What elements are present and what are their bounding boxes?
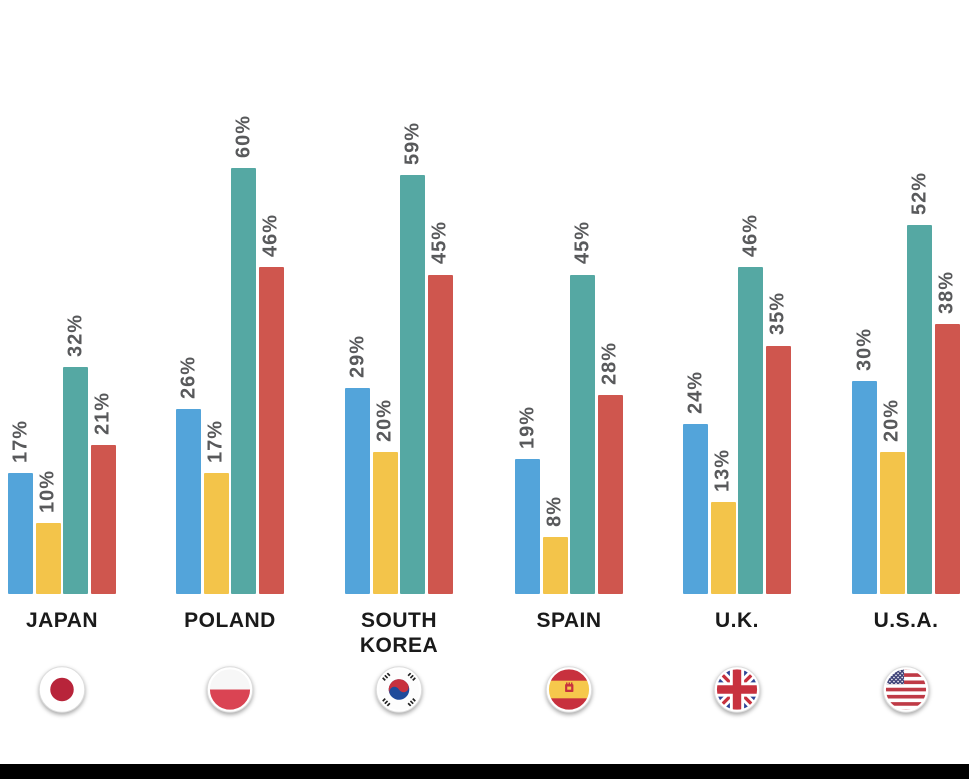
bar-value-label: 32% xyxy=(64,313,86,357)
bar-column-yellow-series: 10% xyxy=(35,0,61,594)
bar-poland-teal-series xyxy=(231,168,256,594)
bar-column-teal-series: 45% xyxy=(570,0,595,594)
south-korea-flag-icon xyxy=(375,666,423,713)
bar-value-label: 52% xyxy=(908,171,930,215)
bar-value-label: 24% xyxy=(684,370,706,414)
usa-flag-icon xyxy=(882,666,930,713)
bar-column-yellow-series: 20% xyxy=(879,0,905,594)
bar-south-korea-teal-series xyxy=(400,175,425,594)
bar-value-label: 20% xyxy=(373,398,396,442)
bar-column-red-series: 21% xyxy=(90,0,116,594)
bar-spain-blue-series xyxy=(515,459,540,594)
bar-column-yellow-series: 20% xyxy=(372,0,398,594)
spain-flag-icon xyxy=(545,666,593,713)
bar-japan-blue-series xyxy=(8,473,33,594)
country-group-poland: 26% 17% 60% 46% POLAND xyxy=(176,0,284,779)
bar-u-k-yellow-series xyxy=(710,501,736,594)
bar-column-teal-series: 32% xyxy=(63,0,88,594)
bar-japan-teal-series xyxy=(63,366,88,594)
bar-poland-red-series xyxy=(258,267,284,594)
bar-value-label: 45% xyxy=(428,221,451,265)
bar-column-red-series: 28% xyxy=(597,0,623,594)
bar-south-korea-red-series xyxy=(427,274,453,594)
country-group-japan: 17% 10% 32% 21% JAPAN xyxy=(8,0,116,779)
poland-flag-icon xyxy=(206,666,254,713)
bar-value-label: 20% xyxy=(880,398,903,442)
country-label-spain: SPAIN xyxy=(536,609,602,632)
bar-poland-blue-series xyxy=(176,409,201,594)
bar-u-s-a-red-series xyxy=(934,324,960,594)
bar-value-label: 13% xyxy=(711,448,734,492)
country-group-u-s-a: 30% 20% 52% 38% U.S.A. xyxy=(852,0,960,779)
bar-value-label: 21% xyxy=(91,391,114,435)
bar-column-red-series: 46% xyxy=(258,0,284,594)
bar-column-blue-series: 26% xyxy=(176,0,201,594)
bar-column-red-series: 35% xyxy=(765,0,791,594)
bar-u-s-a-teal-series xyxy=(907,224,932,594)
bar-value-label: 8% xyxy=(543,496,566,528)
footer-black-bar xyxy=(0,764,969,779)
japan-flag-icon xyxy=(38,666,86,713)
bar-column-yellow-series: 17% xyxy=(203,0,229,594)
country-label-u-s-a: U.S.A. xyxy=(873,609,939,632)
bar-column-yellow-series: 8% xyxy=(542,0,568,594)
bar-column-blue-series: 29% xyxy=(345,0,370,594)
bar-value-label: 17% xyxy=(204,420,227,464)
bar-value-label: 38% xyxy=(935,271,958,315)
bar-column-teal-series: 60% xyxy=(231,0,256,594)
bar-value-label: 35% xyxy=(766,292,789,336)
bar-value-label: 46% xyxy=(739,214,761,258)
country-label-u-k: U.K. xyxy=(715,609,759,632)
bar-column-teal-series: 46% xyxy=(738,0,763,594)
bar-column-teal-series: 52% xyxy=(907,0,932,594)
country-group-spain: 19% 8% 45% 28% SPAIN xyxy=(515,0,623,779)
bar-south-korea-yellow-series xyxy=(372,452,398,594)
bar-value-label: 45% xyxy=(571,221,593,265)
bar-poland-yellow-series xyxy=(203,473,229,594)
bar-u-k-teal-series xyxy=(738,267,763,594)
bar-column-yellow-series: 13% xyxy=(710,0,736,594)
bar-u-s-a-yellow-series xyxy=(879,452,905,594)
bar-value-label: 30% xyxy=(853,327,875,371)
bar-column-teal-series: 59% xyxy=(400,0,425,594)
bar-japan-red-series xyxy=(90,444,116,594)
bar-value-label: 26% xyxy=(177,356,199,400)
bar-column-red-series: 45% xyxy=(427,0,453,594)
bar-column-blue-series: 19% xyxy=(515,0,540,594)
bar-value-label: 60% xyxy=(232,114,254,158)
bar-u-k-red-series xyxy=(765,345,791,594)
uk-flag-icon xyxy=(713,666,761,713)
bar-spain-red-series xyxy=(597,395,623,594)
bar-value-label: 59% xyxy=(401,122,423,166)
bar-spain-teal-series xyxy=(570,274,595,594)
bar-u-k-blue-series xyxy=(683,423,708,594)
bar-value-label: 10% xyxy=(36,469,59,513)
bar-column-blue-series: 24% xyxy=(683,0,708,594)
country-label-japan: JAPAN xyxy=(25,609,99,632)
country-group-south-korea: 29% 20% 59% 45% SOUTH KOREA xyxy=(345,0,453,779)
bar-value-label: 28% xyxy=(598,342,621,386)
bar-column-blue-series: 17% xyxy=(8,0,33,594)
bar-column-red-series: 38% xyxy=(934,0,960,594)
country-group-u-k: 24% 13% 46% 35% U.K. xyxy=(683,0,791,779)
bar-japan-yellow-series xyxy=(35,523,61,594)
bar-value-label: 46% xyxy=(259,214,282,258)
country-label-poland: POLAND xyxy=(184,609,276,632)
bar-value-label: 17% xyxy=(9,420,31,464)
bar-value-label: 29% xyxy=(346,335,368,379)
bar-column-blue-series: 30% xyxy=(852,0,877,594)
bar-spain-yellow-series xyxy=(542,537,568,594)
bar-south-korea-blue-series xyxy=(345,388,370,594)
bar-value-label: 19% xyxy=(516,406,538,450)
country-label-south-korea: SOUTH KOREA xyxy=(359,609,439,657)
bar-u-s-a-blue-series xyxy=(852,381,877,594)
